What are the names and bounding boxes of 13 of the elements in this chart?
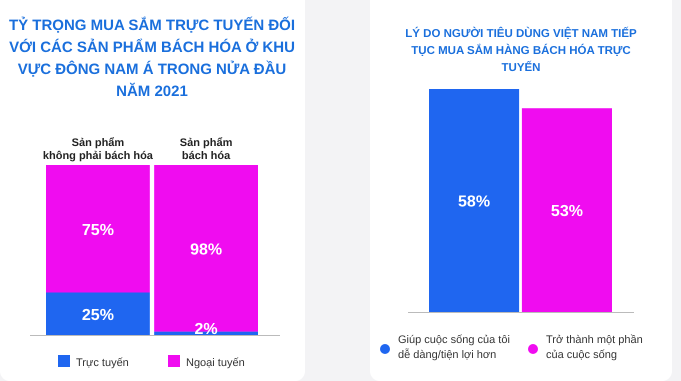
data-label: 58%	[458, 194, 490, 210]
chart-title: LÝ DO NGƯỜI TIÊU DÙNG VIỆT NAM TIẾP TỤC MUA SẮM HÀNG BÁCH HÓA TRỰC TUYẾN	[405, 26, 638, 74]
x-tick-label: Sản phẩm bách hóa	[180, 137, 233, 162]
legend-label: Giúp cuộc sống của tôi dễ dàng/tiện lợi hơn	[398, 334, 510, 361]
legend-label: Ngoại tuyến	[186, 357, 245, 369]
legend-label: Trở thành một phần của cuộc sống	[546, 334, 643, 361]
data-label: 53%	[550, 203, 583, 220]
data-label: 25%	[82, 306, 114, 324]
data-label: 75%	[82, 222, 114, 239]
chart-title: TỶ TRỌNG MUA SẮM TRỰC TUYẾN ĐỐI VỚI CÁC SẢN PHẨM BÁCH HÓA Ở KHU VỰC ĐÔNG NAM Á TRONG NỬA ĐẦU NĂM 2021	[8, 16, 296, 100]
data-label: 98%	[190, 241, 222, 258]
legend-label: Trực tuyến	[76, 357, 129, 369]
x-tick-label: Sản phẩm không phải bách hóa	[42, 137, 154, 162]
